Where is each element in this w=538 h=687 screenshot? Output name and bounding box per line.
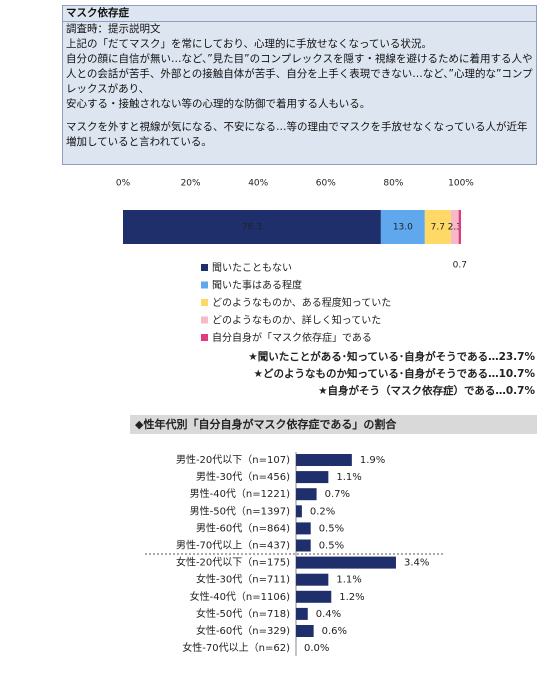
x-tick-label: 40%	[248, 179, 268, 189]
chart-title: ◆性年代別「自分自身がマスク依存症である」の割合	[135, 417, 397, 431]
bar	[296, 488, 317, 501]
legend-swatch	[201, 264, 208, 271]
legend-swatch	[201, 334, 208, 341]
y-tick-label: 女性-60代（n=329)	[196, 624, 290, 637]
y-tick-label: 女性-20代以下（n=175)	[176, 556, 290, 569]
value-label: 3.4%	[404, 558, 429, 569]
y-tick-label: 男性-40代（n=1221)	[190, 487, 290, 500]
info-line: マスクを外すと視線が気になる、不安になる…等の理由でマスクを手放せなくなっている…	[66, 121, 528, 148]
value-label: 7.7	[431, 223, 445, 233]
y-tick-label: 男性-50代（n=1397)	[190, 504, 290, 517]
value-label: 0.6%	[322, 626, 347, 637]
value-label: 1.9%	[360, 455, 385, 466]
annotation: ★自身がそう（マスク依存症）である…0.7%	[318, 384, 535, 397]
value-label: 0.0%	[304, 643, 329, 654]
value-label: 0.7%	[325, 489, 350, 500]
value-label: 0.5%	[319, 541, 344, 552]
y-tick-label: 男性-30代（n=456)	[196, 470, 290, 483]
x-tick-label: 0%	[116, 179, 131, 189]
bar	[296, 625, 314, 637]
info-box: マスク依存症 調査時：提示説明文 上記の「だてマスク」を常にしており、心理的に手…	[62, 5, 537, 165]
annotation: ★聞いたことがある･知っている･自身がそうである…23.7%	[248, 350, 535, 363]
legend-label: どのようなものか、ある程度知っていた	[212, 296, 391, 309]
legend-label: どのようなものか、詳しく知っていた	[212, 314, 381, 327]
bar	[296, 556, 396, 569]
bar	[296, 522, 311, 535]
info-line: 人との会話が苦手、外部との接触自体が苦手、自分を上手く表現できない…など、”心理…	[66, 68, 533, 95]
y-tick-label: 男性-70代以上（n=437)	[176, 539, 290, 552]
legend-label: 聞いた事はある程度	[212, 279, 302, 292]
legend-swatch	[201, 299, 208, 306]
value-label: 13.0	[393, 223, 413, 233]
bar	[296, 505, 302, 518]
y-tick-label: 女性-70代以上（n=62)	[182, 641, 290, 654]
bar	[296, 573, 329, 586]
y-tick-label: 男性-20代以下（n=107)	[176, 453, 290, 466]
value-label: 76.3	[242, 223, 262, 233]
x-tick-label: 100%	[448, 179, 474, 189]
x-tick-label: 80%	[383, 179, 403, 189]
legend-swatch	[201, 281, 208, 289]
value-label: 1.1%	[336, 575, 361, 586]
info-line: 安心する・接触されない等の心理的な防御で着用する人もいる。	[66, 98, 371, 110]
value-label: 1.1%	[336, 472, 361, 483]
bar	[296, 539, 311, 552]
x-tick-label: 60%	[316, 179, 336, 189]
info-title: マスク依存症	[63, 6, 536, 22]
bar-segment	[380, 210, 425, 244]
value-label: 0.5%	[319, 523, 344, 534]
annotation: ★どのようなものか知っている･自身がそうである…10.7%	[254, 367, 536, 380]
legend-label: 自分自身が「マスク依存症」である	[212, 331, 372, 344]
y-tick-label: 男性-60代（n=864)	[196, 521, 290, 534]
bar-segment	[123, 210, 381, 244]
bar	[296, 454, 352, 466]
legend-swatch	[201, 316, 208, 324]
y-tick-label: 女性-50代（n=718)	[196, 607, 290, 620]
x-tick-label: 20%	[181, 179, 201, 189]
bar-segment	[450, 210, 459, 244]
bar	[296, 590, 332, 603]
info-line: 自分の顔に自信が無い…など、”見た目”のコンプレックスを隠す・視線を避けるために…	[66, 53, 533, 65]
y-tick-label: 女性-30代（n=711)	[196, 573, 290, 586]
value-label: 1.2%	[339, 592, 364, 603]
value-label: 0.7	[453, 261, 467, 271]
legend-label: 聞いたこともない	[212, 262, 292, 274]
y-tick-label: 女性-40代（n=1106)	[190, 590, 290, 603]
bar-segment	[458, 210, 461, 244]
bar	[296, 607, 308, 620]
info-line: 上記の「だてマスク」を常にしており、心理的に手放せなくなっている状況。	[66, 38, 432, 50]
bar	[296, 471, 329, 484]
info-line: 調査時：提示説明文	[66, 23, 161, 35]
value-label: 2.3	[448, 223, 462, 233]
value-label: 0.2%	[310, 506, 335, 517]
bar-segment	[424, 210, 451, 244]
value-label: 0.4%	[316, 609, 341, 620]
section-header	[130, 415, 537, 434]
